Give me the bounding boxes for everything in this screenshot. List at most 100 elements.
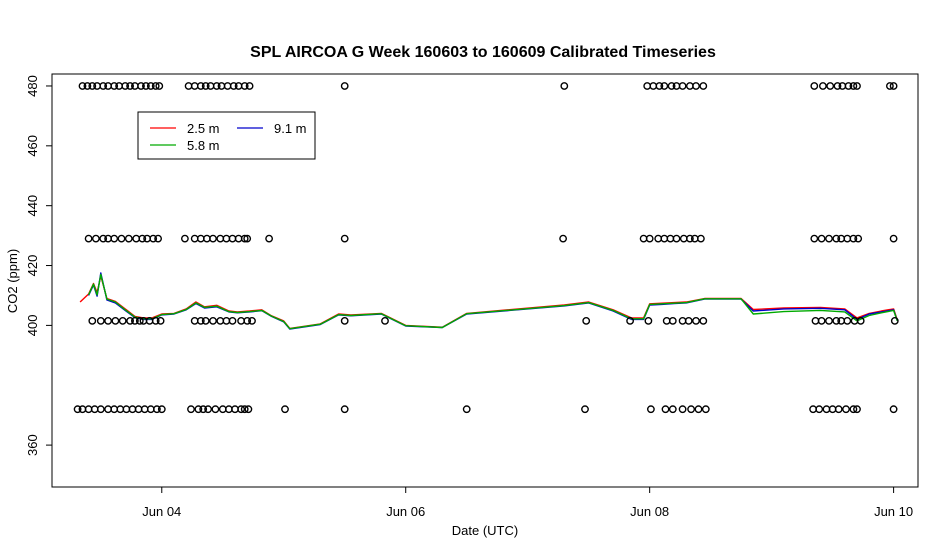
reference-point — [110, 234, 119, 243]
legend-label: 5.8 m — [187, 138, 220, 153]
reference-point — [237, 405, 246, 414]
reference-point — [240, 82, 249, 90]
reference-point — [825, 234, 833, 243]
reference-point — [849, 405, 858, 414]
reference-point — [111, 316, 120, 325]
reference-point — [240, 234, 249, 243]
reference-point — [201, 316, 210, 325]
reference-point — [560, 82, 569, 90]
reference-point — [886, 82, 894, 90]
reference-points — [73, 82, 899, 414]
y-tick-label: 480 — [25, 75, 40, 97]
legend-box — [137, 111, 316, 160]
reference-point — [697, 234, 705, 243]
reference-point — [340, 405, 349, 414]
y-tick-label: 440 — [25, 195, 40, 217]
reference-point — [684, 316, 693, 325]
reference-point — [196, 82, 205, 90]
reference-point — [156, 316, 165, 325]
reference-point — [699, 316, 708, 325]
reference-point — [265, 234, 273, 243]
reference-point — [667, 82, 676, 90]
x-tick-label: Jun 04 — [142, 504, 181, 519]
reference-point — [248, 316, 256, 325]
reference-point — [243, 316, 252, 325]
reference-point — [245, 82, 254, 90]
reference-point — [243, 234, 252, 243]
reference-point — [581, 405, 589, 414]
reference-point — [889, 405, 898, 414]
reference-point — [204, 405, 213, 414]
reference-point — [340, 234, 349, 243]
reference-point — [381, 316, 389, 325]
reference-point — [209, 316, 217, 325]
reference-point — [84, 234, 93, 243]
reference-point — [124, 234, 133, 243]
reference-point — [832, 234, 841, 243]
reference-point — [130, 316, 139, 325]
reference-point — [281, 405, 289, 414]
x-tick-label: Jun 06 — [386, 504, 425, 519]
reference-point — [152, 405, 161, 414]
reference-point — [687, 405, 695, 414]
reference-point — [678, 82, 687, 90]
reference-point — [96, 316, 105, 325]
reference-point — [180, 234, 189, 243]
reference-point — [201, 82, 210, 90]
y-tick-label: 400 — [25, 315, 40, 337]
y-axis: 360 400 420 440 460 480 — [25, 75, 52, 456]
legend: 2.5 m 9.1 m 5.8 m — [137, 111, 316, 160]
series-lines — [79, 272, 898, 330]
legend-label: 9.1 m — [274, 121, 307, 136]
reference-point — [154, 234, 163, 243]
reference-point — [647, 405, 655, 414]
plot-frame — [51, 73, 919, 488]
reference-point — [83, 82, 92, 90]
reference-point — [462, 405, 471, 414]
reference-point — [626, 316, 634, 325]
reference-point — [843, 316, 852, 325]
reference-point — [889, 82, 898, 90]
reference-point — [810, 234, 819, 243]
reference-point — [146, 82, 155, 90]
reference-point — [854, 234, 863, 243]
reference-point — [240, 405, 249, 414]
reference-point — [340, 316, 349, 325]
reference-point — [660, 82, 669, 90]
reference-point — [559, 234, 567, 243]
reference-point — [844, 82, 853, 90]
reference-point — [151, 82, 160, 90]
reference-point — [212, 82, 221, 90]
y-tick-label: 420 — [25, 255, 40, 277]
reference-point — [228, 316, 237, 325]
reference-point — [138, 234, 147, 243]
reference-point — [692, 82, 700, 90]
reference-point — [672, 234, 681, 243]
reference-point — [826, 82, 835, 90]
chart-title: SPL AIRCOA G Week 160603 to 160609 Calib… — [250, 44, 716, 61]
reference-point — [853, 82, 861, 90]
reference-point — [819, 82, 827, 90]
reference-point — [117, 234, 126, 243]
reference-point — [149, 234, 158, 243]
reference-point — [104, 316, 113, 325]
reference-point — [110, 82, 119, 90]
reference-point — [849, 234, 858, 243]
reference-point — [199, 405, 208, 414]
reference-point — [582, 316, 591, 325]
reference-point — [678, 405, 687, 414]
y-tick-label: 460 — [25, 135, 40, 157]
reference-point — [849, 82, 858, 90]
reference-point — [856, 316, 865, 325]
x-axis: Jun 04 Jun 06 Jun 08 Jun 10 — [142, 487, 913, 519]
reference-point — [890, 316, 899, 325]
reference-point — [73, 405, 82, 414]
x-axis-label: Date (UTC) — [452, 523, 518, 538]
reference-point — [88, 82, 97, 90]
reference-point — [834, 405, 843, 414]
reference-point — [832, 316, 841, 325]
reference-point — [815, 405, 824, 414]
reference-point — [686, 234, 694, 243]
reference-point — [668, 405, 677, 414]
